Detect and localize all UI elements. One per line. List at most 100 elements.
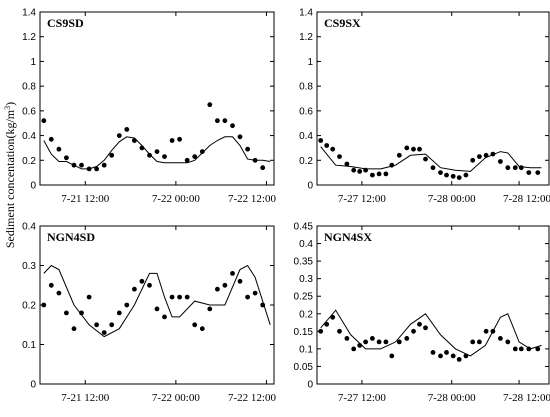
data-point [169,138,175,143]
y-axis-label-close: ) [3,102,17,106]
panel-title: NGN4SX [324,230,372,244]
data-point [94,322,99,328]
x-tick-label: 7-28 12:00 [503,392,550,404]
data-point [324,321,330,327]
data-point [423,156,428,162]
data-point [357,169,363,174]
data-point [154,306,160,312]
data-point [177,136,183,142]
data-point [344,161,350,167]
x-tick-label: 7-27 12:00 [338,392,386,404]
x-tick-label: 7-22 00:00 [152,392,200,404]
y-axis-label-text: Sediment concentation(kg/m [3,109,17,248]
data-point [177,294,183,300]
y-tick-label: 0.6 [299,106,313,117]
y-tick-label: 0.4 [22,222,36,233]
plot-frame [316,11,550,186]
data-point [124,302,130,308]
data-point [109,322,115,328]
y-tick-label: 0 [307,181,313,192]
data-point [184,157,190,163]
y-tick-label: 0.4 [299,131,313,142]
data-point [450,353,456,359]
data-point [230,123,235,129]
y-tick-label: 0.8 [22,82,36,93]
data-point [79,162,84,168]
plot-frame [316,225,550,385]
data-point [518,165,524,171]
data-point [351,346,357,352]
y-tick-label: 0.3 [22,261,36,272]
y-tick-label: 0.45 [294,222,314,233]
data-point [363,339,368,345]
data-point [512,346,518,352]
y-tick-label: 0.4 [299,239,313,250]
data-point [456,175,462,181]
data-point [477,154,482,160]
data-point [169,294,175,300]
data-point [116,133,122,139]
data-point [237,278,243,284]
panel-title: CS9SX [324,16,361,30]
data-point [417,321,422,327]
data-point [526,170,532,176]
data-point [245,294,251,300]
data-point [184,294,190,300]
data-point [370,336,375,341]
data-point [237,134,243,140]
data-point [417,146,422,152]
data-point [101,162,107,168]
y-tick-label: 0 [30,181,36,192]
x-tick-label: 7-28 12:00 [503,193,550,205]
data-point [396,339,402,345]
x-tick-label: 7-21 12:00 [61,392,109,404]
y-tick-label: 0 [307,380,313,391]
y-tick-label: 0 [30,380,36,391]
data-point [463,172,469,178]
data-point [396,152,402,158]
panel-title: CS9SD [47,16,84,30]
data-point [376,171,382,177]
data-point [318,138,324,143]
data-point [86,294,92,300]
chart-panel-1: 0 0.2 0.4 0.6 0.8 1 1.2 1.4 7-21 12:00 7-22 00:00… [22,8,276,206]
x-tick-label: 7-22 00:00 [152,193,200,205]
data-point [215,286,220,292]
y-tick-label: 0.15 [294,327,314,338]
data-point [430,165,436,171]
y-tick-label: 1 [307,57,313,68]
y-tick-label: 0.3 [299,274,313,285]
data-point [222,118,228,124]
y-tick-label: 1.2 [22,32,36,43]
chart-panel-4: 0 0.05 0.1 0.15 0.2 0.25 0.3 0.35 0.4 0.45 7-27 12… [294,222,550,405]
x-tick-label: 7-22 12:00 [228,392,276,404]
data-point [411,146,416,152]
data-point [64,310,69,316]
data-point [245,146,251,152]
plot-frame [39,225,275,385]
data-point [162,154,167,160]
data-point [444,350,449,355]
data-point [71,326,77,332]
data-point [324,143,330,148]
data-point [132,286,137,292]
data-point [230,271,235,276]
data-point [535,346,541,352]
y-tick-label: 0.2 [299,156,313,167]
panel-title: NGN4SD [47,230,95,244]
data-point [207,102,213,108]
data-point [192,154,198,160]
y-tick-label: 0.05 [294,362,314,373]
y-tick-label: 1 [30,57,36,68]
data-point [192,322,198,328]
data-point [147,152,152,158]
x-tick-label: 7-27 12:00 [338,193,386,205]
data-point [56,290,62,296]
x-tick-label: 7-21 12:00 [61,193,109,205]
data-point [498,336,503,341]
y-tick-label: 1.4 [22,8,36,19]
data-point [498,159,503,164]
data-point [132,138,137,143]
y-tick-label: 0.2 [22,156,36,167]
data-point [252,290,258,296]
